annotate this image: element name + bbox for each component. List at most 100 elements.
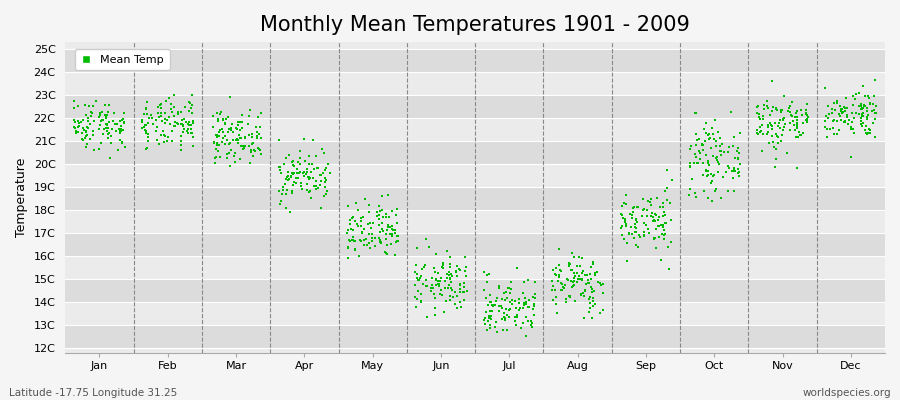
Point bbox=[446, 273, 460, 279]
Point bbox=[312, 182, 327, 188]
Point bbox=[278, 204, 293, 211]
Point bbox=[301, 174, 315, 180]
Point bbox=[854, 121, 868, 128]
Point bbox=[296, 136, 310, 142]
Point bbox=[107, 109, 122, 116]
Point bbox=[508, 322, 523, 328]
Point bbox=[278, 191, 293, 197]
Point bbox=[424, 284, 438, 291]
Point bbox=[554, 268, 569, 274]
Point bbox=[280, 172, 294, 179]
Bar bbox=[66, 302, 885, 325]
Point bbox=[514, 324, 528, 331]
Point bbox=[518, 333, 533, 340]
Point bbox=[852, 111, 867, 118]
Point bbox=[299, 171, 313, 177]
Point bbox=[643, 199, 657, 206]
Point bbox=[104, 140, 119, 146]
Point bbox=[516, 320, 530, 326]
Point bbox=[501, 285, 516, 291]
Point bbox=[553, 262, 567, 269]
Point bbox=[185, 143, 200, 149]
Point bbox=[638, 222, 652, 228]
Point bbox=[710, 154, 724, 160]
Point bbox=[282, 176, 296, 182]
Point bbox=[83, 136, 97, 143]
Point bbox=[862, 101, 877, 108]
Point bbox=[576, 290, 590, 296]
Point bbox=[854, 118, 868, 124]
Point bbox=[849, 90, 863, 97]
Point bbox=[318, 178, 332, 185]
Point bbox=[616, 236, 631, 242]
Point bbox=[345, 237, 359, 244]
Point bbox=[292, 168, 307, 175]
Point bbox=[418, 283, 433, 290]
Point bbox=[659, 220, 673, 226]
Point bbox=[186, 120, 201, 126]
Point bbox=[71, 123, 86, 129]
Point bbox=[727, 166, 742, 172]
Point bbox=[770, 107, 785, 114]
Point bbox=[428, 276, 443, 282]
Point bbox=[691, 148, 706, 154]
Point bbox=[768, 120, 782, 126]
Point bbox=[249, 129, 264, 136]
Point bbox=[386, 227, 400, 233]
Point bbox=[662, 200, 677, 206]
Point bbox=[282, 152, 296, 158]
Point bbox=[245, 134, 259, 140]
Point bbox=[652, 214, 666, 220]
Point bbox=[414, 299, 428, 306]
Point bbox=[84, 109, 98, 115]
Point bbox=[158, 116, 173, 122]
Point bbox=[280, 174, 294, 180]
Point bbox=[372, 235, 386, 242]
Point bbox=[646, 217, 661, 224]
Point bbox=[408, 269, 422, 275]
Point bbox=[207, 139, 221, 145]
Point bbox=[526, 294, 541, 300]
Point bbox=[852, 103, 867, 109]
Point bbox=[69, 128, 84, 134]
Point bbox=[547, 271, 562, 277]
Point bbox=[840, 112, 854, 118]
Point bbox=[224, 147, 238, 153]
Point bbox=[861, 126, 876, 132]
Point bbox=[618, 201, 633, 207]
Point bbox=[250, 135, 265, 141]
Point bbox=[230, 137, 245, 143]
Point bbox=[284, 190, 299, 196]
Point bbox=[160, 117, 175, 124]
Point bbox=[705, 124, 719, 131]
Point bbox=[314, 172, 328, 178]
Point bbox=[223, 94, 238, 101]
Point bbox=[436, 262, 450, 268]
Point bbox=[774, 108, 788, 115]
Point bbox=[380, 226, 394, 233]
Point bbox=[726, 167, 741, 174]
Point bbox=[551, 277, 565, 284]
Point bbox=[68, 129, 83, 136]
Point bbox=[274, 198, 288, 204]
Point bbox=[176, 122, 190, 129]
Point bbox=[787, 122, 801, 128]
Point bbox=[789, 164, 804, 171]
Point bbox=[751, 103, 765, 109]
Point bbox=[696, 142, 710, 148]
Point bbox=[517, 302, 531, 308]
Point bbox=[443, 254, 457, 260]
Point bbox=[862, 130, 877, 136]
Point bbox=[372, 216, 386, 222]
Point bbox=[509, 312, 524, 318]
Point bbox=[500, 327, 514, 333]
Point bbox=[784, 112, 798, 118]
Point bbox=[184, 110, 199, 117]
Point bbox=[630, 204, 644, 210]
Point bbox=[443, 292, 457, 299]
Point bbox=[687, 160, 701, 166]
Point bbox=[300, 166, 314, 173]
Point bbox=[139, 122, 153, 128]
Point bbox=[146, 121, 160, 127]
Point bbox=[482, 312, 497, 319]
